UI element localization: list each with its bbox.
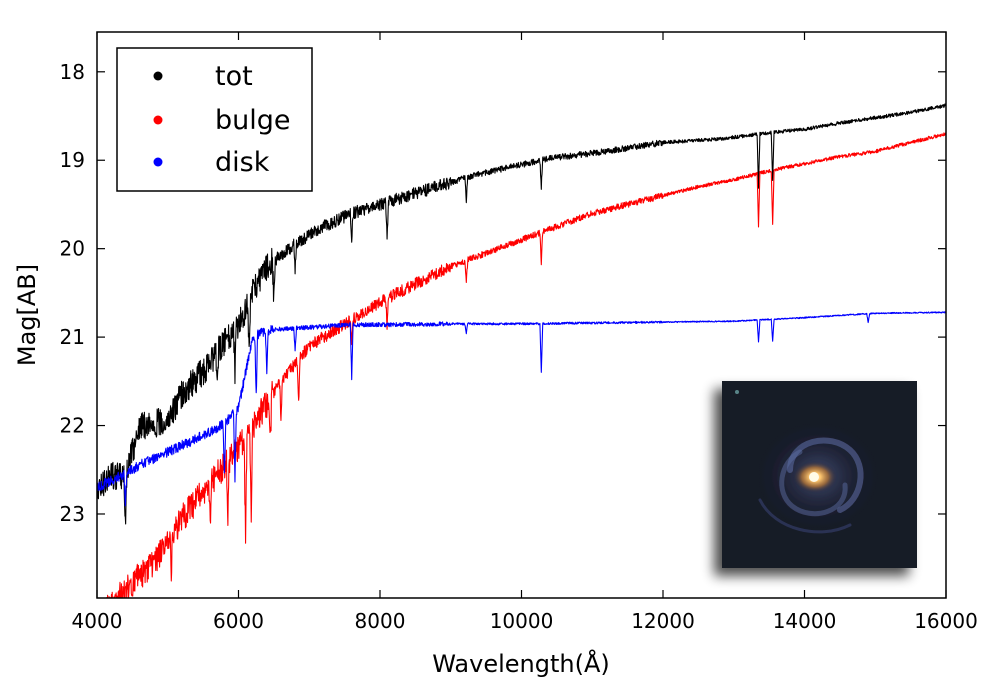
- y-tick-label: 22: [60, 414, 85, 438]
- legend: tot bulge disk: [116, 47, 313, 192]
- series-layer: [97, 103, 946, 598]
- legend-marker-bulge: [153, 115, 163, 125]
- axis-ticks: 4000 6000 8000 10000 12000 14000 16000 18 19 20 21…: [60, 32, 978, 633]
- legend-label-disk: disk: [215, 147, 270, 178]
- spiral-galaxy-icon: [735, 390, 880, 534]
- x-tick-label: 4000: [72, 609, 123, 633]
- legend-box: [116, 47, 313, 192]
- y-tick-label: 20: [60, 237, 85, 261]
- x-tick-label: 14000: [773, 609, 837, 633]
- series-line-tot: [97, 103, 946, 525]
- series-line-disk: [97, 311, 946, 507]
- x-tick-label: 10000: [490, 609, 554, 633]
- legend-marker-disk: [153, 157, 163, 167]
- x-tick-label: 6000: [213, 609, 264, 633]
- x-axis-label: Wavelength(Å): [432, 649, 610, 678]
- x-tick-label: 8000: [355, 609, 406, 633]
- galaxy-inset-image: [722, 381, 917, 568]
- legend-label-bulge: bulge: [215, 105, 291, 136]
- y-tick-label: 23: [60, 502, 85, 526]
- y-tick-label: 18: [60, 60, 85, 84]
- x-tick-label: 12000: [631, 609, 695, 633]
- y-axis-label: Mag[AB]: [13, 264, 41, 366]
- legend-marker-tot: [153, 71, 163, 81]
- series-line-bulge: [106, 132, 946, 598]
- y-tick-label: 19: [60, 148, 85, 172]
- x-tick-label: 16000: [914, 609, 978, 633]
- y-tick-label: 21: [60, 325, 85, 349]
- legend-label-tot: tot: [215, 61, 253, 92]
